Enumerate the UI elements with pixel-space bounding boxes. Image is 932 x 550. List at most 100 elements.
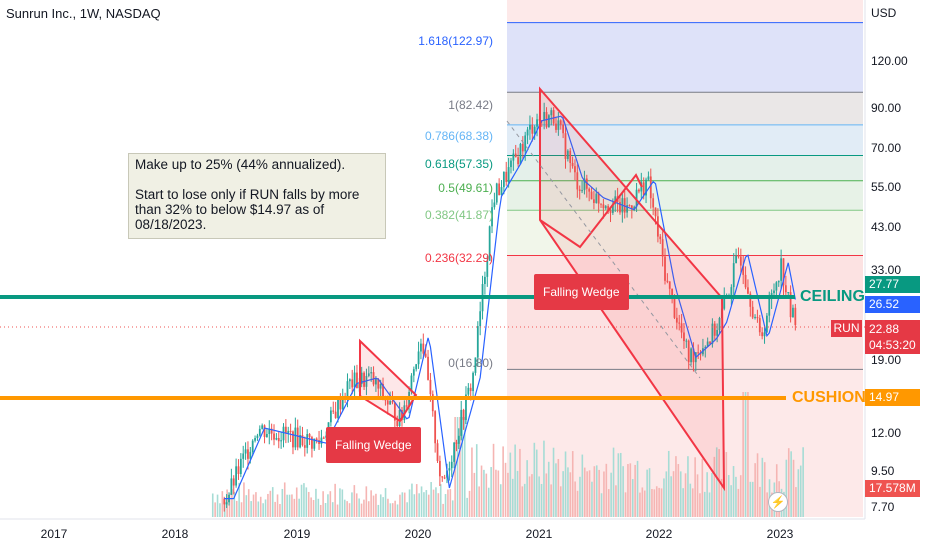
volume-bar: [744, 392, 747, 517]
candle-body: [787, 292, 790, 294]
candle-body: [268, 428, 271, 434]
moving-average-line: [224, 115, 796, 500]
volume-bar: [677, 464, 680, 517]
volume-bar: [303, 483, 305, 517]
candle-body: [732, 263, 735, 288]
candle-body: [763, 332, 766, 337]
volume-bar: [543, 440, 545, 517]
volume-bar: [279, 503, 281, 517]
candle-body: [784, 285, 787, 293]
volume-bar: [295, 487, 298, 517]
volume-bar: [334, 483, 336, 517]
candle-body: [505, 171, 508, 182]
candle-body: [576, 172, 579, 190]
volume-bar: [403, 492, 406, 517]
volume-bar: [439, 484, 442, 517]
candle-body: [588, 188, 591, 192]
volume-bar: [483, 469, 485, 517]
candle-body: [635, 189, 638, 207]
last-price: 22.88: [869, 322, 900, 336]
candle-body: [353, 372, 356, 388]
candle-body: [230, 478, 233, 495]
candle-body: [396, 420, 399, 427]
candle-body: [709, 341, 711, 344]
candle-body: [484, 276, 486, 285]
y-tick: 120.00: [871, 54, 908, 68]
candle-body: [313, 438, 316, 449]
candle-body: [659, 236, 662, 240]
volume-bar: [718, 449, 720, 517]
volume-bar: [276, 494, 279, 517]
candle-body: [436, 443, 439, 461]
candle-body: [765, 315, 768, 333]
candle-body: [391, 401, 394, 403]
volume-bar: [495, 469, 497, 517]
candle-body: [382, 384, 384, 398]
volume-bar: [598, 469, 600, 517]
candle-body: [687, 340, 690, 363]
volume-bar: [519, 448, 521, 517]
candle-body: [536, 119, 538, 127]
falling-wedge-label-2021: Falling Wedge: [534, 274, 629, 310]
volume-bar: [331, 502, 334, 517]
volume-bar: [216, 494, 219, 517]
volume-bar: [497, 470, 500, 517]
volume-bar: [641, 487, 644, 517]
candle-body: [578, 189, 581, 191]
candle-body: [716, 330, 719, 336]
ceiling-price-label: 27.77: [865, 276, 920, 293]
lightning-icon[interactable]: ⚡: [768, 492, 788, 512]
chart-title: Sunrun Inc., 1W, NASDAQ: [6, 6, 161, 21]
volume-bar: [370, 490, 372, 517]
x-tick: 2019: [283, 527, 311, 541]
candle-body: [469, 387, 472, 392]
volume-bar: [607, 489, 610, 517]
candle-body: [550, 110, 553, 116]
volume-bar: [291, 494, 293, 517]
volume-bar: [643, 490, 646, 517]
volume-bar: [648, 468, 651, 517]
volume-bar: [711, 472, 713, 517]
volume-bar: [408, 489, 411, 517]
volume-bar: [413, 494, 416, 517]
candle-body: [429, 379, 432, 395]
volume-bar: [574, 481, 576, 517]
candle-body: [441, 476, 444, 478]
candle-body: [604, 206, 607, 209]
volume-bar: [785, 459, 788, 517]
volume-bar: [634, 464, 636, 517]
candle-body: [422, 343, 425, 354]
volume-bar: [715, 447, 718, 517]
volume-bar: [699, 493, 701, 517]
candle-body: [443, 477, 446, 479]
volume-bar: [322, 491, 324, 517]
volume-bar: [581, 454, 584, 517]
candle-body: [337, 399, 339, 418]
volume-bar: [221, 491, 224, 517]
candle-body: [249, 451, 252, 459]
candle-body: [377, 379, 380, 389]
volume-bar: [737, 488, 740, 517]
volume-bar: [528, 476, 531, 517]
fib-level-0382: 0.382(41.87): [424, 208, 493, 222]
volume-bar: [375, 493, 377, 517]
candle-body: [375, 379, 377, 385]
candle-body: [614, 196, 617, 204]
volume-bar: [257, 501, 260, 517]
volume-bar: [329, 491, 332, 517]
candle-body: [557, 120, 560, 130]
candle-body: [251, 440, 254, 452]
volume-bar: [557, 458, 560, 517]
candle-body: [398, 409, 401, 427]
candle-body: [690, 348, 692, 363]
candle-body: [507, 167, 510, 182]
volume-label: 17.578M: [865, 480, 920, 497]
candle-body: [656, 216, 659, 237]
volume-bar: [485, 473, 488, 517]
fib-level-0236: 0.236(32.29): [424, 251, 493, 265]
volume-bar: [564, 451, 567, 517]
volume-bar: [305, 487, 308, 517]
candle-body: [737, 255, 740, 257]
candle-body: [329, 410, 332, 423]
